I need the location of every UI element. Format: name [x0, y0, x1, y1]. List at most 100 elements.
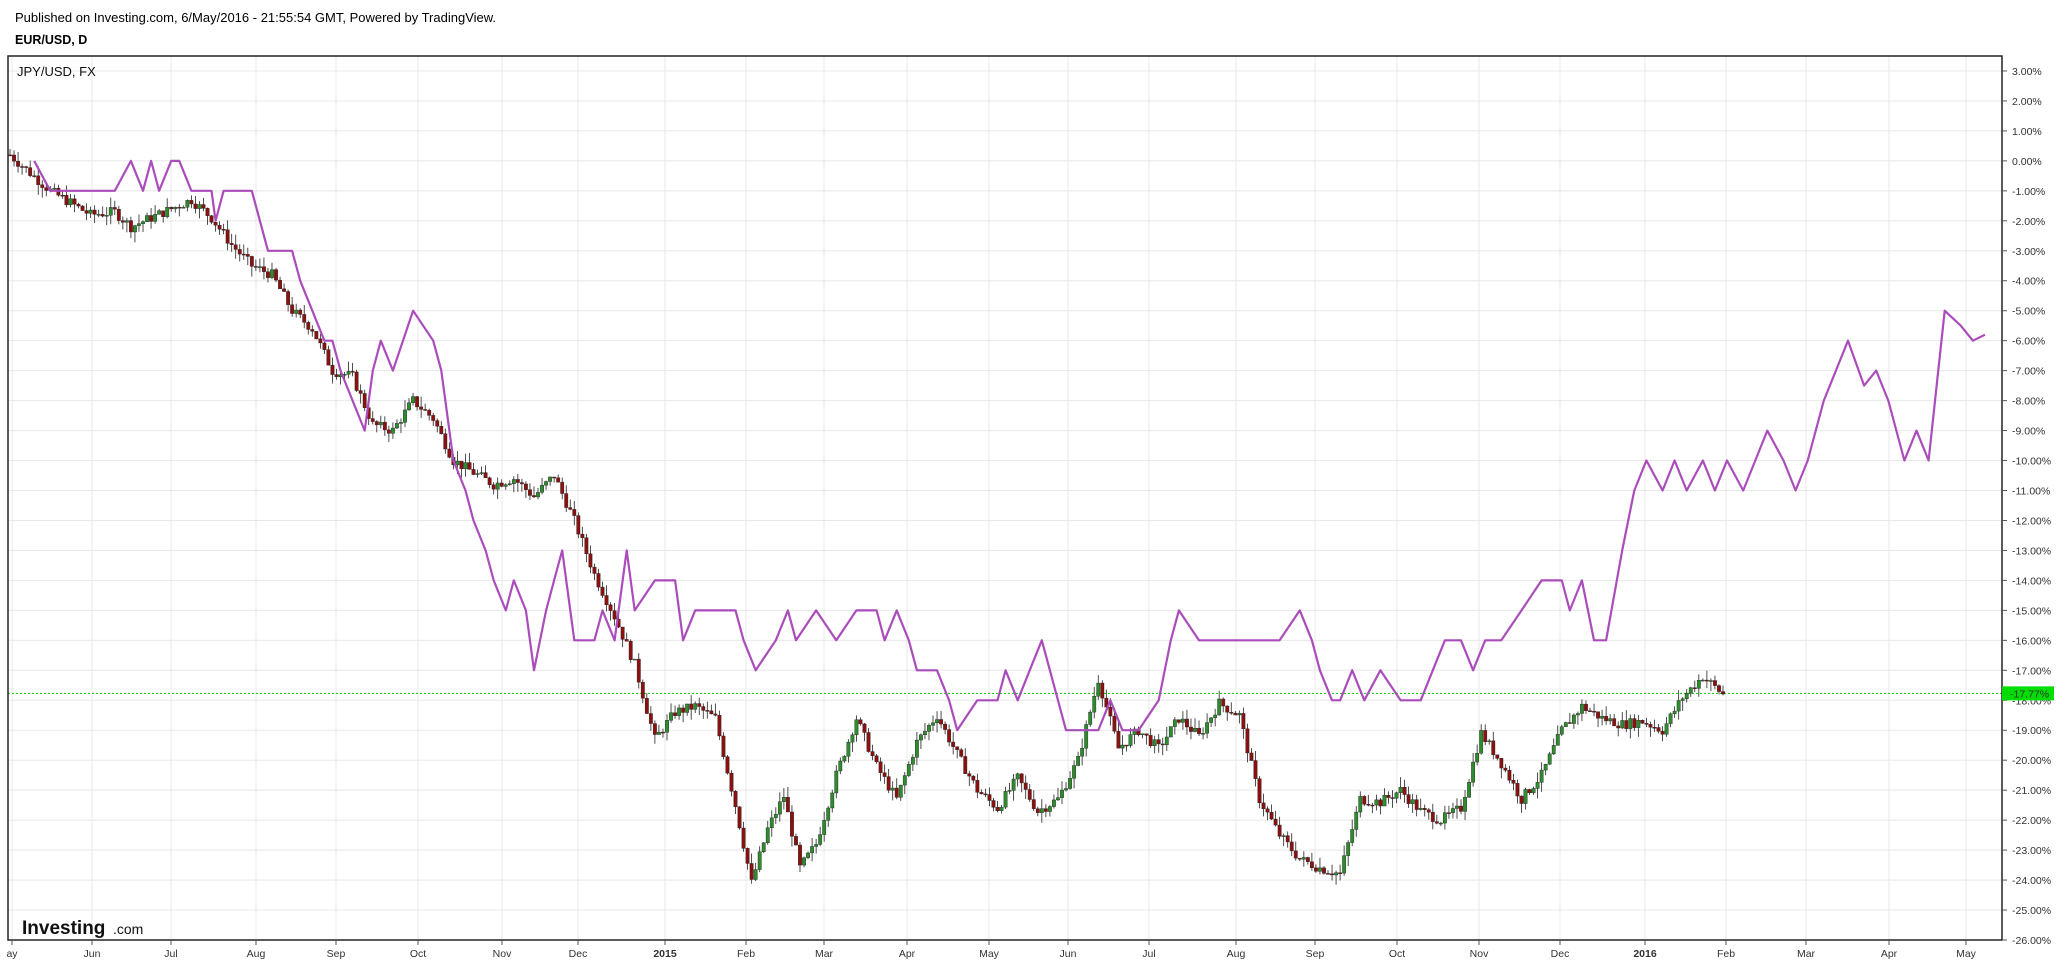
candle — [681, 704, 686, 723]
candle — [640, 679, 645, 704]
candle — [1539, 762, 1544, 792]
candle — [648, 706, 653, 731]
candle — [1608, 714, 1613, 725]
candle — [1563, 721, 1568, 728]
candle — [28, 160, 33, 178]
candle — [1160, 737, 1165, 756]
candle — [1322, 866, 1326, 875]
candle — [967, 770, 972, 787]
candle — [36, 165, 41, 195]
candle — [326, 345, 331, 366]
candle — [1434, 814, 1439, 825]
candle — [1338, 864, 1343, 881]
candle — [1156, 733, 1161, 753]
x-tick-label: Oct — [1389, 948, 1405, 960]
candle — [483, 465, 488, 479]
candle — [274, 267, 278, 283]
candle — [423, 403, 428, 411]
candle — [96, 209, 101, 218]
candle — [1281, 833, 1286, 847]
candle — [902, 771, 907, 795]
candle — [1394, 791, 1399, 804]
x-tick-label: May — [979, 948, 1000, 960]
candle — [318, 334, 323, 349]
candle — [1640, 719, 1645, 724]
x-tick-label: Nov — [493, 948, 512, 960]
y-tick-label: -9.00% — [2012, 426, 2045, 438]
candle — [1580, 699, 1584, 722]
y-tick-label: -5.00% — [2012, 306, 2045, 318]
candle — [72, 194, 77, 213]
candle — [1519, 795, 1524, 813]
candle — [1197, 720, 1201, 736]
candle — [225, 220, 230, 251]
candle — [540, 477, 544, 495]
candle — [1499, 758, 1504, 779]
candle — [427, 408, 432, 421]
last-price-badge: -17.77% — [2002, 686, 2054, 701]
candle — [1584, 700, 1588, 714]
candle — [1144, 733, 1149, 745]
x-tick-label: Sep — [1306, 948, 1325, 960]
candle — [1209, 716, 1214, 727]
candle — [802, 856, 806, 868]
candle — [1430, 803, 1435, 830]
candle — [1193, 718, 1197, 733]
candle — [443, 428, 448, 454]
y-tick-label: -25.00% — [2012, 905, 2051, 917]
candle — [572, 501, 577, 526]
candle — [995, 800, 1000, 813]
candle — [705, 701, 710, 719]
candle — [1426, 807, 1431, 820]
candle — [1479, 724, 1484, 755]
candle — [1269, 804, 1274, 821]
candle — [576, 512, 581, 539]
candle — [391, 422, 395, 439]
last-price-badge-text: -17.77% — [2010, 688, 2049, 700]
candle — [60, 191, 65, 199]
candle — [306, 320, 311, 335]
candle — [701, 703, 706, 719]
candle — [1019, 773, 1024, 793]
candle — [806, 851, 810, 859]
candle — [479, 466, 484, 476]
candle — [197, 200, 202, 219]
candle — [987, 787, 992, 807]
candle — [1346, 840, 1351, 866]
candle — [1676, 690, 1681, 720]
candle — [765, 820, 770, 845]
candle — [221, 223, 226, 235]
candle — [661, 728, 665, 738]
candle — [133, 224, 137, 243]
y-tick-label: 3.00% — [2012, 66, 2042, 78]
candle — [882, 764, 887, 784]
candle — [1354, 806, 1359, 837]
candle — [278, 276, 282, 290]
candle — [1350, 819, 1355, 846]
candle — [92, 205, 97, 224]
candle — [1229, 702, 1234, 715]
candle — [1043, 804, 1048, 818]
y-tick-label: -26.00% — [2012, 935, 2051, 947]
candle — [584, 533, 589, 563]
candle — [245, 247, 250, 266]
candle — [1201, 727, 1205, 740]
candle — [1148, 728, 1153, 748]
x-tick-label: Jun — [1060, 948, 1077, 960]
candle — [1487, 738, 1492, 745]
candle — [1189, 718, 1193, 740]
y-tick-label: -17.00% — [2012, 665, 2051, 677]
chart-grid — [8, 56, 2002, 941]
candle — [1185, 709, 1189, 735]
overlay-series-label: JPY/USD, FX — [17, 64, 96, 79]
candle — [1047, 805, 1052, 817]
candle — [1664, 717, 1669, 737]
candle — [777, 792, 782, 822]
candle — [898, 784, 903, 801]
jpyusd-line — [33, 159, 1986, 732]
candle — [499, 479, 504, 488]
candle — [495, 477, 500, 500]
candle — [1217, 690, 1222, 716]
candle — [253, 259, 258, 272]
